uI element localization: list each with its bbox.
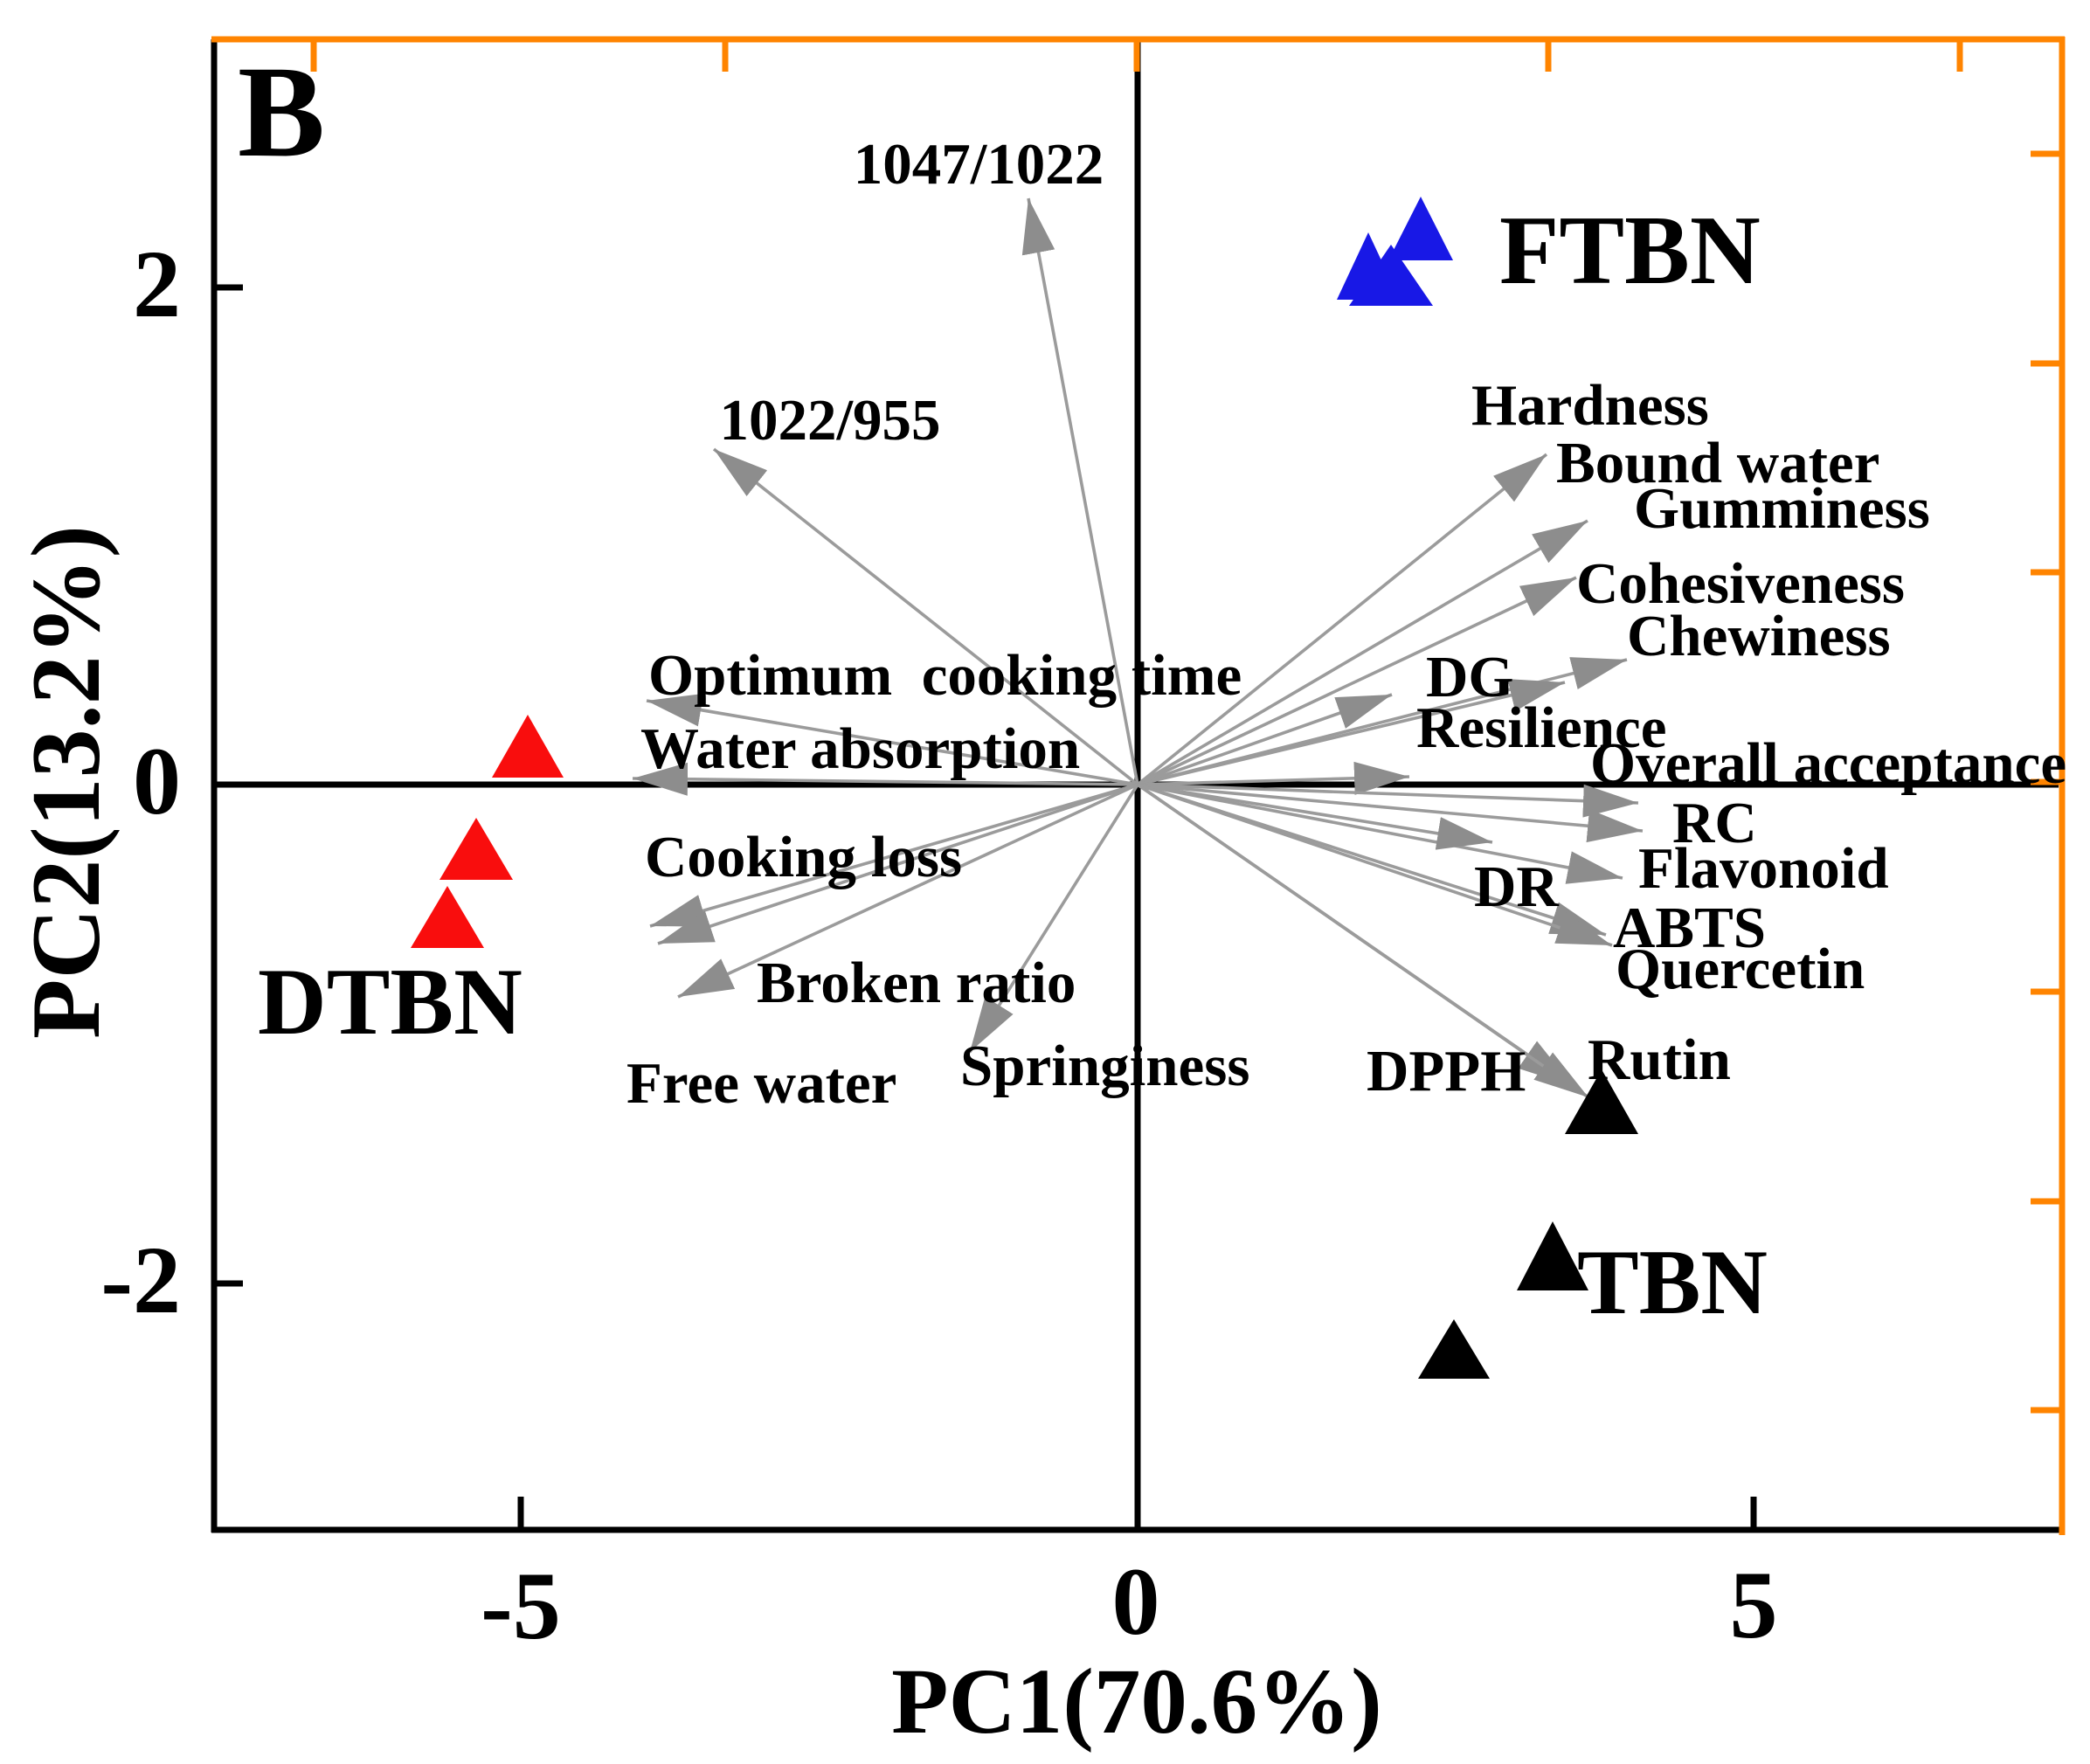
svg-text:0: 0	[1112, 1548, 1160, 1655]
svg-text:5: 5	[1730, 1552, 1778, 1658]
svg-text:B: B	[238, 39, 325, 184]
svg-text:TBN: TBN	[1577, 1231, 1768, 1333]
svg-text:Cohesiveness: Cohesiveness	[1576, 551, 1905, 616]
svg-text:1022/955: 1022/955	[719, 388, 940, 453]
svg-text:-2: -2	[100, 1227, 181, 1333]
svg-text:Free water: Free water	[626, 1051, 896, 1116]
svg-text:Gumminess: Gumminess	[1634, 476, 1930, 541]
svg-text:Flavonoid: Flavonoid	[1638, 836, 1889, 901]
svg-text:RC: RC	[1672, 791, 1757, 855]
svg-text:DPPH: DPPH	[1367, 1039, 1526, 1103]
svg-text:DR: DR	[1474, 854, 1559, 919]
svg-text:0: 0	[133, 728, 181, 834]
svg-text:Bound water: Bound water	[1556, 431, 1879, 495]
svg-text:Water absorption: Water absorption	[640, 716, 1080, 781]
svg-text:Springiness: Springiness	[960, 1034, 1249, 1098]
svg-text:PC2(13.2%): PC2(13.2%)	[12, 525, 121, 1039]
svg-text:Quercetin: Quercetin	[1616, 937, 1865, 1001]
svg-text:Overall acceptance: Overall acceptance	[1590, 731, 2066, 796]
svg-text:Resilience: Resilience	[1416, 695, 1667, 760]
svg-text:DTBN: DTBN	[258, 949, 522, 1055]
svg-text:PC1(70.6%): PC1(70.6%)	[891, 1650, 1382, 1754]
svg-text:Optimum cooking time: Optimum cooking time	[648, 643, 1242, 708]
svg-text:Broken ratio: Broken ratio	[757, 951, 1076, 1015]
svg-text:DG: DG	[1426, 645, 1514, 709]
svg-text:FTBN: FTBN	[1499, 197, 1761, 305]
svg-text:1047/1022: 1047/1022	[854, 132, 1104, 197]
svg-text:2: 2	[133, 231, 181, 337]
svg-text:-5: -5	[481, 1553, 561, 1659]
svg-text:Rutin: Rutin	[1588, 1027, 1731, 1092]
svg-text:ABTS: ABTS	[1613, 896, 1766, 960]
svg-text:Cooking loss: Cooking loss	[645, 825, 962, 889]
svg-text:Hardness: Hardness	[1471, 373, 1709, 438]
svg-text:Chewiness: Chewiness	[1627, 604, 1891, 668]
